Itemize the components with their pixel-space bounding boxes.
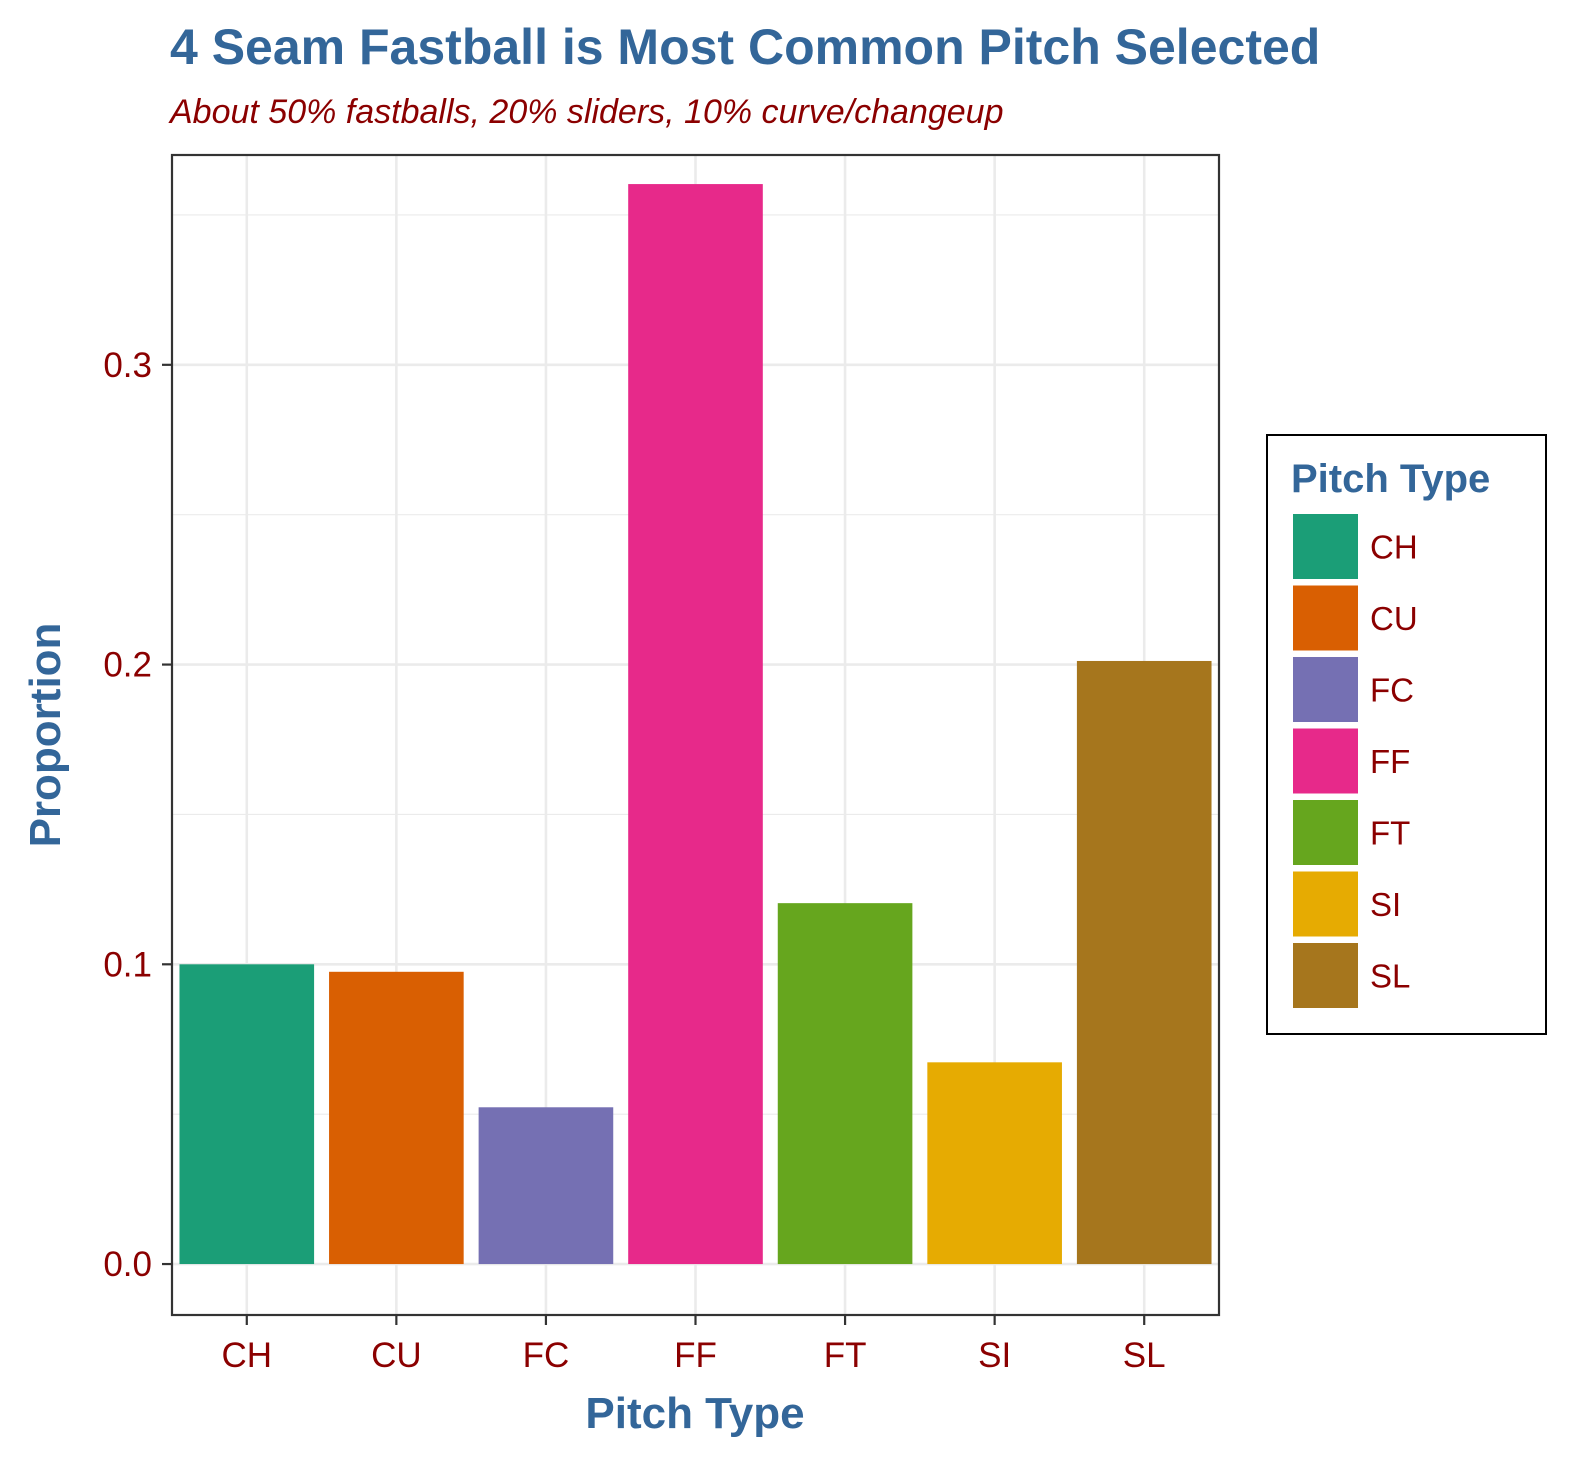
y-axis: 0.0 0.1 0.2 0.3 [103,346,172,1284]
legend: Pitch Type CH CU FC FF FT SI SL [1266,434,1547,1035]
bar-ft [777,903,913,1265]
bar-ch [179,964,315,1265]
legend-label-fc: FC [1370,672,1414,709]
legend-label-ch: CH [1370,529,1418,566]
y-tick-label: 0.3 [103,346,152,385]
x-tick-label: CH [222,1336,273,1375]
legend-key-si [1293,871,1358,937]
y-tick-label: 0.0 [103,1245,152,1284]
x-tick-label: SL [1123,1336,1166,1375]
legend-key-ft [1293,800,1358,865]
legend-key-cu [1293,585,1358,651]
chart-subtitle: About 50% fastballs, 20% sliders, 10% cu… [168,93,1004,131]
x-axis: CH CU FC FF FT SI SL [222,1315,1166,1375]
bar-ff [628,184,763,1265]
x-tick-label: FF [674,1336,717,1375]
x-tick-label: FT [824,1336,867,1375]
y-tick-label: 0.2 [103,646,152,685]
y-tick-label: 0.1 [103,945,152,984]
legend-items: CH CU FC FF FT SI SL [1293,514,1418,1008]
legend-key-ch [1293,514,1358,579]
bars [179,184,1212,1265]
x-tick-label: CU [371,1336,422,1375]
bar-fc [478,1107,614,1265]
y-axis-title: Proportion [21,623,70,848]
legend-label-cu: CU [1370,600,1418,637]
bar-cu [329,971,464,1265]
legend-label-sl: SL [1370,958,1410,995]
x-tick-label: FC [523,1336,570,1375]
x-axis-title: Pitch Type [585,1389,804,1438]
legend-key-fc [1293,657,1358,722]
legend-label-ft: FT [1370,815,1410,852]
legend-title: Pitch Type [1291,457,1490,501]
legend-key-sl [1293,943,1358,1008]
x-tick-label: SI [978,1336,1011,1375]
legend-label-si: SI [1370,886,1401,923]
bar-sl [1076,660,1212,1265]
legend-label-ff: FF [1370,743,1410,780]
chart-title: 4 Seam Fastball is Most Common Pitch Sel… [170,19,1320,75]
legend-key-ff [1293,728,1358,794]
bar-si [927,1062,1062,1265]
